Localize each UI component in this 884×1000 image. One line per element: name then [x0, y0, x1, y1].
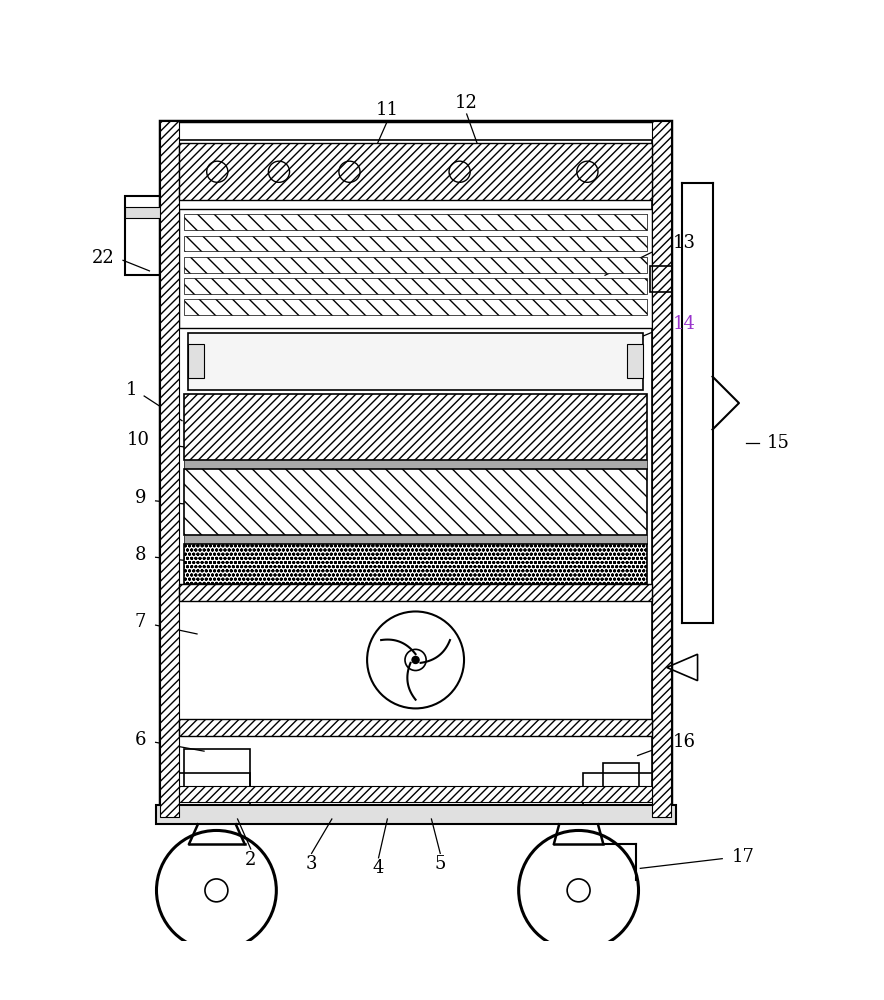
Bar: [184, 460, 647, 469]
Bar: [179, 786, 652, 802]
Text: 11: 11: [376, 101, 399, 119]
Text: 13: 13: [673, 234, 696, 252]
Text: 12: 12: [455, 94, 478, 112]
Text: 14: 14: [673, 315, 696, 333]
Bar: [184, 214, 647, 230]
Bar: [179, 719, 652, 736]
Bar: [184, 299, 647, 315]
Text: 15: 15: [767, 434, 790, 452]
Text: 10: 10: [126, 431, 149, 449]
Text: 5: 5: [435, 855, 446, 873]
Bar: [160, 121, 671, 817]
Bar: [184, 749, 250, 798]
Bar: [179, 143, 652, 200]
Bar: [184, 394, 647, 460]
Text: 9: 9: [135, 489, 147, 507]
Bar: [188, 344, 204, 378]
Text: 4: 4: [373, 859, 385, 877]
Bar: [125, 196, 162, 275]
Bar: [184, 535, 647, 544]
Bar: [171, 773, 250, 822]
Text: 8: 8: [135, 546, 147, 564]
Text: 22: 22: [91, 249, 114, 267]
Bar: [188, 333, 643, 390]
Text: 17: 17: [732, 848, 755, 866]
Bar: [184, 469, 647, 535]
Circle shape: [412, 656, 419, 663]
Text: 6: 6: [135, 731, 147, 749]
Text: 2: 2: [245, 851, 256, 869]
Bar: [179, 584, 652, 601]
Bar: [179, 209, 652, 328]
Bar: [125, 207, 162, 218]
Bar: [603, 763, 638, 798]
Bar: [583, 773, 662, 822]
Text: 1: 1: [126, 381, 138, 399]
Bar: [179, 140, 652, 798]
Bar: [650, 266, 672, 292]
Bar: [184, 278, 647, 294]
Bar: [156, 805, 675, 824]
Bar: [184, 257, 647, 273]
Bar: [652, 121, 671, 817]
Bar: [627, 344, 643, 378]
Bar: [184, 236, 647, 251]
Text: 16: 16: [673, 733, 696, 751]
Bar: [160, 121, 179, 817]
Text: 3: 3: [306, 855, 317, 873]
Text: 7: 7: [135, 613, 147, 631]
Bar: [184, 544, 647, 584]
